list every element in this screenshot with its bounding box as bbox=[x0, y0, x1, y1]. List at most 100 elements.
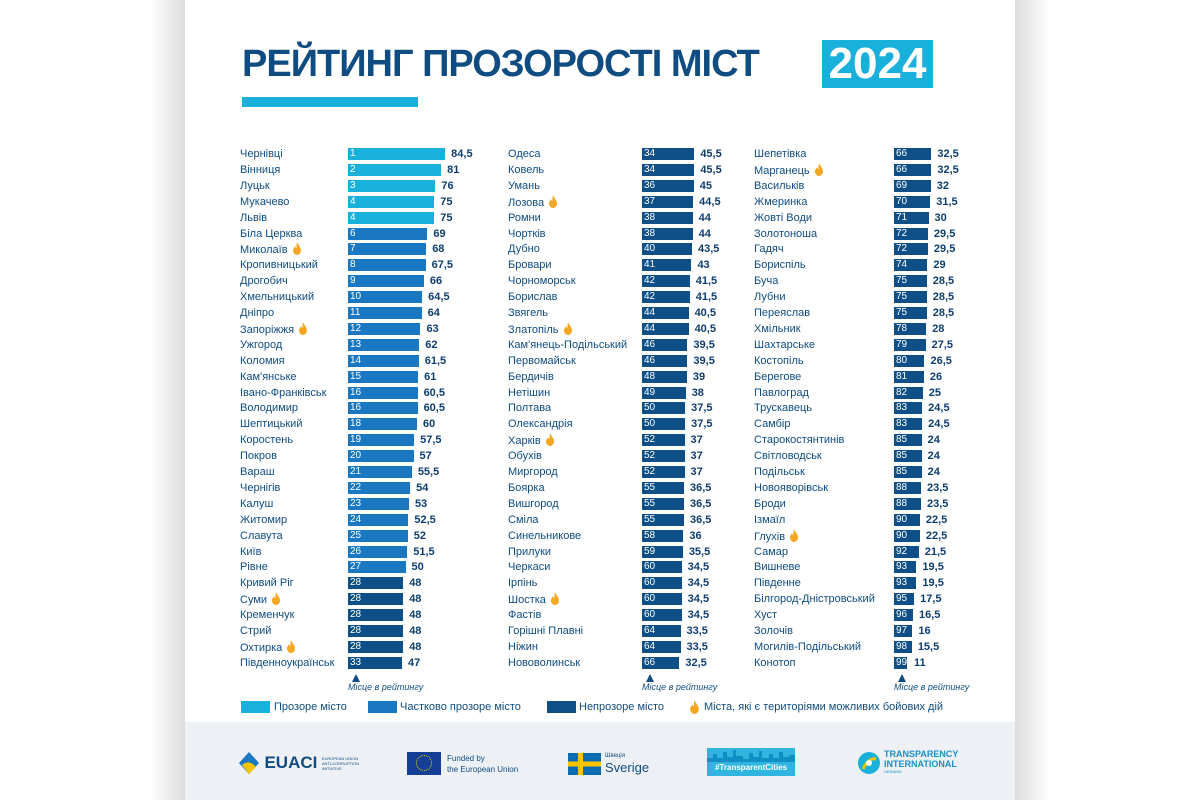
triangle-up-icon bbox=[646, 674, 654, 682]
rank-label: 83 bbox=[896, 402, 908, 414]
legend-label-transparent: Прозоре місто bbox=[274, 701, 347, 713]
score-bar: 72 bbox=[894, 227, 928, 240]
score-label: 36,5 bbox=[689, 481, 712, 494]
rank-label: 41 bbox=[644, 259, 656, 271]
rank-label: 23 bbox=[350, 497, 362, 509]
city-name: Золочів bbox=[754, 624, 793, 638]
city-name: Шепетівка bbox=[754, 147, 806, 161]
city-name-text: Чернівці bbox=[240, 148, 283, 160]
rank-label: 81 bbox=[896, 370, 908, 382]
score-label: 25 bbox=[928, 386, 941, 399]
score-label: 60,5 bbox=[423, 386, 445, 399]
score-bar: 10 bbox=[348, 291, 423, 304]
ranking-row: Білгород-Дністровський 95 17,5 bbox=[754, 591, 1014, 607]
score-label: 64,5 bbox=[428, 291, 450, 304]
ranking-row: Львів 4 75 bbox=[240, 210, 500, 226]
score-label: 36,5 bbox=[689, 513, 712, 526]
score-label: 28,5 bbox=[932, 307, 955, 319]
eu-flag-icon bbox=[407, 752, 441, 775]
rank-label: 88 bbox=[896, 497, 908, 509]
city-skyline-icon bbox=[707, 750, 795, 762]
city-name: Стрий bbox=[240, 624, 271, 638]
rank-label: 75 bbox=[896, 291, 908, 303]
score-bar: 88 bbox=[894, 497, 922, 510]
city-name: Славута bbox=[240, 529, 283, 543]
score-label: 19,5 bbox=[922, 577, 944, 590]
ranking-row: Стрий 28 48 bbox=[240, 623, 500, 639]
score-label: 61 bbox=[424, 370, 437, 383]
score-bar: 26 bbox=[348, 545, 408, 558]
score-label: 21,5 bbox=[924, 545, 947, 558]
city-name: Самбір bbox=[754, 417, 791, 431]
ranking-row: Дніпро 11 64 bbox=[240, 305, 500, 321]
rank-label: 16 bbox=[350, 386, 362, 398]
fire-icon bbox=[299, 321, 308, 335]
city-name-text: Київ bbox=[240, 545, 262, 558]
rank-label: 16 bbox=[350, 402, 362, 414]
ranking-row: Олександрія 50 37,5 bbox=[508, 416, 768, 432]
score-bar: 55 bbox=[642, 513, 684, 526]
ranking-row: Борислав 42 41,5 bbox=[508, 289, 768, 305]
score-label: 29,5 bbox=[933, 243, 956, 256]
city-name: Південне bbox=[754, 576, 801, 590]
city-name: Златопіль bbox=[508, 321, 573, 337]
city-name-text: Вишгород bbox=[508, 497, 559, 510]
score-bar: 71 bbox=[894, 211, 929, 224]
score-bar: 60 bbox=[642, 577, 682, 590]
score-bar: 82 bbox=[894, 386, 923, 399]
city-name-text: Борислав bbox=[508, 291, 558, 304]
legend-swatch-partial bbox=[368, 701, 397, 713]
score-bar: 60 bbox=[642, 561, 682, 574]
rank-label: 58 bbox=[644, 529, 656, 541]
city-name-text: Полтава bbox=[508, 402, 552, 415]
rank-label: 71 bbox=[896, 211, 908, 223]
score-bar: 58 bbox=[642, 529, 684, 542]
score-label: 32,5 bbox=[937, 148, 959, 160]
rank-label: 60 bbox=[644, 577, 656, 589]
city-name-text: Південне bbox=[754, 577, 801, 590]
rank-label: 70 bbox=[896, 195, 908, 207]
city-name: Бердичів bbox=[508, 370, 554, 384]
city-name-text: Суми bbox=[240, 594, 268, 607]
rank-label: 49 bbox=[644, 386, 656, 398]
city-name-text: Золочів bbox=[754, 625, 793, 637]
city-name-text: Ужгород bbox=[240, 338, 283, 351]
score-bar: 19 bbox=[348, 434, 415, 447]
rank-label: 9 bbox=[350, 275, 356, 287]
ranking-row: Черкаси 60 34,5 bbox=[508, 559, 768, 575]
ranking-row: Златопіль 44 40,5 bbox=[508, 321, 768, 337]
transparent-cities-logo: #TransparentCities bbox=[707, 748, 795, 776]
rank-label: 38 bbox=[644, 211, 656, 223]
city-name-text: Рівне bbox=[240, 561, 268, 574]
city-name-text: Обухів bbox=[508, 450, 542, 463]
city-name: Павлоград bbox=[754, 386, 809, 400]
city-name-text: Харків bbox=[508, 435, 541, 448]
ranking-row: Прилуки 59 35,5 bbox=[508, 544, 768, 560]
score-bar: 93 bbox=[894, 577, 917, 590]
ti-globe-icon bbox=[858, 752, 880, 774]
ranking-row: Первомайськ 46 39,5 bbox=[508, 353, 768, 369]
rank-label: 72 bbox=[896, 227, 908, 239]
ranking-row: Горішні Плавні 64 33,5 bbox=[508, 623, 768, 639]
city-name: Золотоноша bbox=[754, 227, 817, 241]
ranking-row: Суми 28 48 bbox=[240, 591, 500, 607]
score-bar: 40 bbox=[642, 243, 693, 256]
score-label: 43 bbox=[697, 259, 710, 272]
ranking-row: Жовті Води 71 30 bbox=[754, 210, 1014, 226]
city-name-text: Ірпінь bbox=[508, 577, 538, 590]
ranking-row: Кам'янське 15 61 bbox=[240, 369, 500, 385]
city-name: Берегове bbox=[754, 370, 801, 384]
city-name: Коломия bbox=[240, 354, 285, 368]
score-bar: 85 bbox=[894, 450, 922, 463]
city-name: Світловодськ bbox=[754, 449, 822, 463]
score-label: 24 bbox=[927, 434, 940, 447]
city-name: Лозова bbox=[508, 194, 558, 210]
rank-label: 7 bbox=[350, 243, 356, 255]
score-label: 22,5 bbox=[925, 529, 948, 542]
city-name-text: Стрий bbox=[240, 625, 272, 637]
city-name-text: Володимир bbox=[240, 402, 299, 415]
city-name: Білгород-Дністровський bbox=[754, 592, 875, 606]
score-label: 48 bbox=[409, 640, 422, 653]
rank-label: 85 bbox=[896, 450, 908, 462]
fire-icon bbox=[814, 162, 823, 176]
